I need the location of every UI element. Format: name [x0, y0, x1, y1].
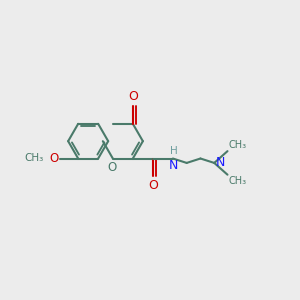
- Text: CH₃: CH₃: [25, 153, 44, 163]
- Text: CH₃: CH₃: [228, 176, 247, 186]
- Text: CH₃: CH₃: [228, 140, 247, 150]
- Text: O: O: [148, 179, 158, 192]
- Text: H: H: [169, 146, 177, 156]
- Text: O: O: [108, 161, 117, 174]
- Text: O: O: [49, 152, 58, 165]
- Text: N: N: [216, 156, 225, 170]
- Text: N: N: [169, 159, 178, 172]
- Text: O: O: [128, 90, 138, 103]
